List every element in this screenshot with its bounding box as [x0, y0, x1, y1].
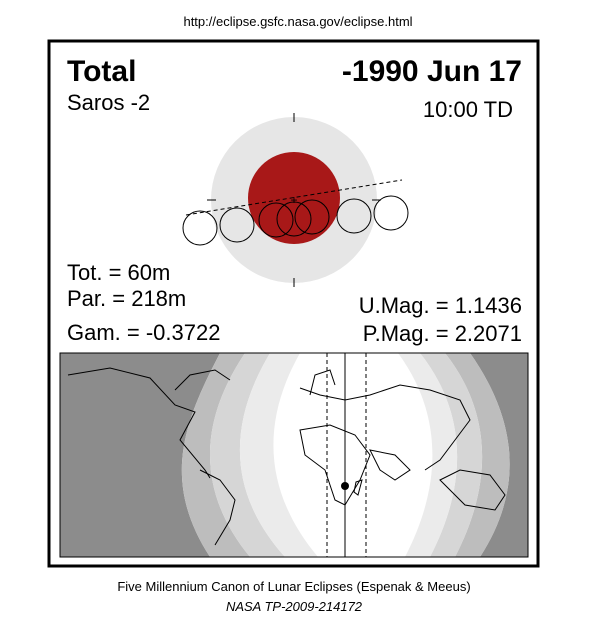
world-map — [59, 352, 529, 558]
total-duration: Tot. = 60m — [67, 260, 170, 285]
time: 10:00 TD — [423, 97, 513, 122]
eclipse-date: -1990 Jun 17 — [342, 55, 522, 88]
footer-reference: NASA TP-2009-214172 — [226, 599, 363, 614]
moon-positions — [182, 195, 409, 246]
url: http://eclipse.gsfc.nasa.gov/eclipse.htm… — [183, 14, 412, 29]
eclipse-type: Total — [67, 55, 136, 88]
umbral-magnitude: U.Mag. = 1.1436 — [359, 293, 522, 318]
penumbral-magnitude: P.Mag. = 2.2071 — [363, 321, 522, 346]
shadow-diagram: + — [182, 113, 409, 287]
umbra — [248, 152, 340, 244]
saros: Saros -2 — [67, 90, 150, 115]
center-mark: + — [290, 193, 297, 207]
moon-path — [185, 179, 403, 216]
footer-credit: Five Millennium Canon of Lunar Eclipses … — [117, 579, 470, 594]
gamma: Gam. = -0.3722 — [67, 320, 220, 345]
partial-duration: Par. = 218m — [67, 286, 186, 311]
